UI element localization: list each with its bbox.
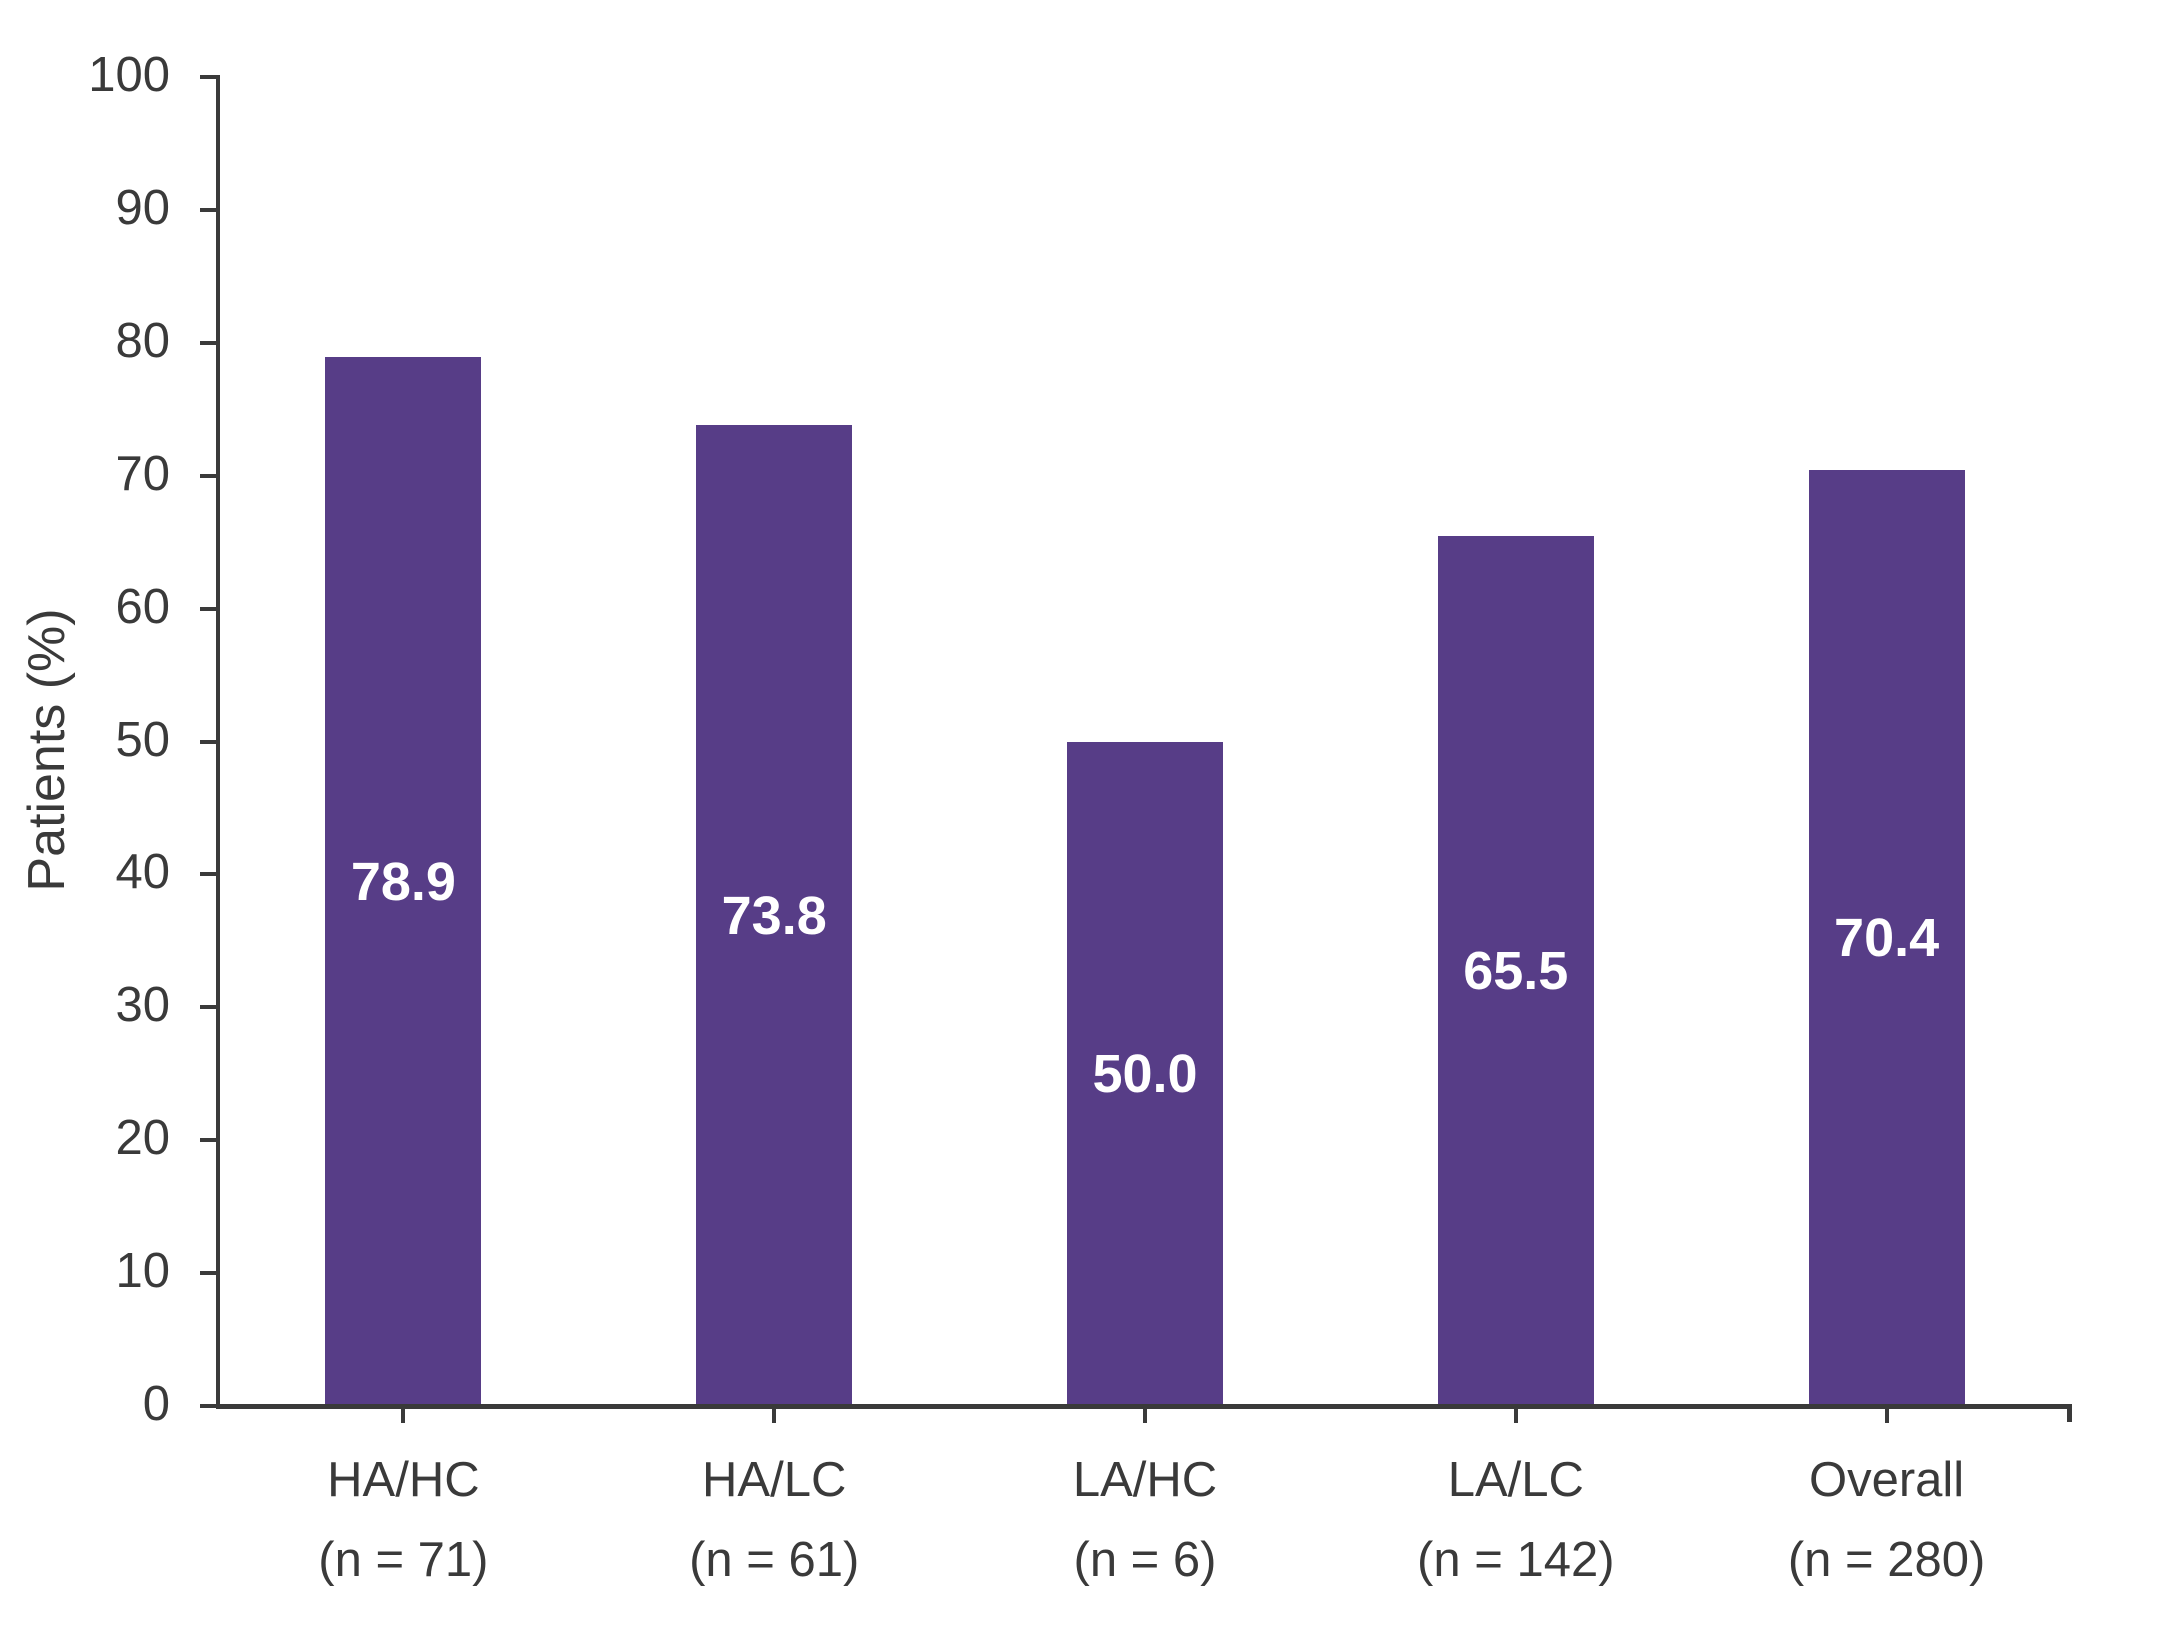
y-axis-tick (200, 207, 218, 212)
x-axis-tick (1513, 1408, 1518, 1423)
category-sublabel: (n = 6) (1073, 1533, 1217, 1587)
x-axis-line (216, 1404, 2072, 1409)
category-name: LA/HC (1072, 1453, 1218, 1507)
x-axis-tick (401, 1408, 406, 1423)
x-axis-end-tick (2067, 1404, 2072, 1422)
y-axis-tick (200, 1005, 218, 1010)
category-name: LA/LC (1447, 1453, 1584, 1507)
category-name: HA/LC (702, 1453, 847, 1507)
bar (1437, 535, 1594, 1404)
y-axis-tick (200, 75, 218, 79)
y-axis-tick-label: 50 (115, 712, 170, 767)
category-label: LA/HC (n = 6) (955, 1440, 1335, 1600)
y-axis-tick (200, 340, 218, 345)
y-axis-tick (200, 1404, 218, 1408)
bar-value-label: 73.8 (721, 885, 827, 946)
y-axis-tick (200, 606, 218, 611)
category-name: Overall (1808, 1453, 1965, 1507)
bar (696, 425, 853, 1404)
y-axis-tick-label: 20 (115, 1110, 170, 1165)
y-axis-tick-label: 10 (115, 1243, 170, 1298)
bar (1067, 741, 1223, 1404)
y-axis-tick-label: 100 (88, 47, 170, 102)
x-axis-tick (1143, 1408, 1147, 1423)
bar-value-label: 65.5 (1463, 940, 1569, 1001)
x-axis-tick (1884, 1408, 1889, 1423)
bar-value-label: 70.4 (1834, 908, 1940, 969)
category-sublabel: (n = 71) (318, 1533, 489, 1587)
y-axis-tick-label: 90 (115, 180, 170, 235)
y-axis-tick-label: 30 (115, 978, 170, 1033)
category-sublabel: (n = 142) (1417, 1533, 1615, 1587)
y-axis-tick (200, 872, 218, 877)
y-axis-tick-label: 70 (115, 446, 170, 501)
category-sublabel: (n = 280) (1787, 1533, 1986, 1587)
y-axis-line (216, 75, 220, 1409)
y-axis-tick-label: 60 (115, 579, 170, 634)
y-axis-tick-label: 0 (142, 1376, 170, 1431)
bar-value-label: 78.9 (350, 851, 456, 912)
y-axis-tick-label: 80 (115, 313, 170, 368)
y-axis-tick-label: 40 (115, 845, 170, 900)
bar-value-label: 50.0 (1092, 1043, 1198, 1104)
category-label: Overall (n = 280) (1697, 1440, 2077, 1600)
category-label: HA/HC (n = 71) (213, 1440, 593, 1600)
y-axis-tick (200, 1138, 218, 1143)
category-label: LA/LC (n = 142) (1326, 1440, 1706, 1600)
category-name: HA/HC (327, 1453, 480, 1507)
category-sublabel: (n = 61) (689, 1533, 860, 1587)
y-axis-tick (200, 739, 218, 744)
category-label: HA/LC (n = 61) (584, 1440, 964, 1600)
bar (325, 357, 482, 1404)
y-axis-tick (200, 1271, 218, 1276)
bar (1808, 470, 1965, 1404)
x-axis-tick (772, 1408, 777, 1423)
y-axis-tick (200, 473, 218, 478)
